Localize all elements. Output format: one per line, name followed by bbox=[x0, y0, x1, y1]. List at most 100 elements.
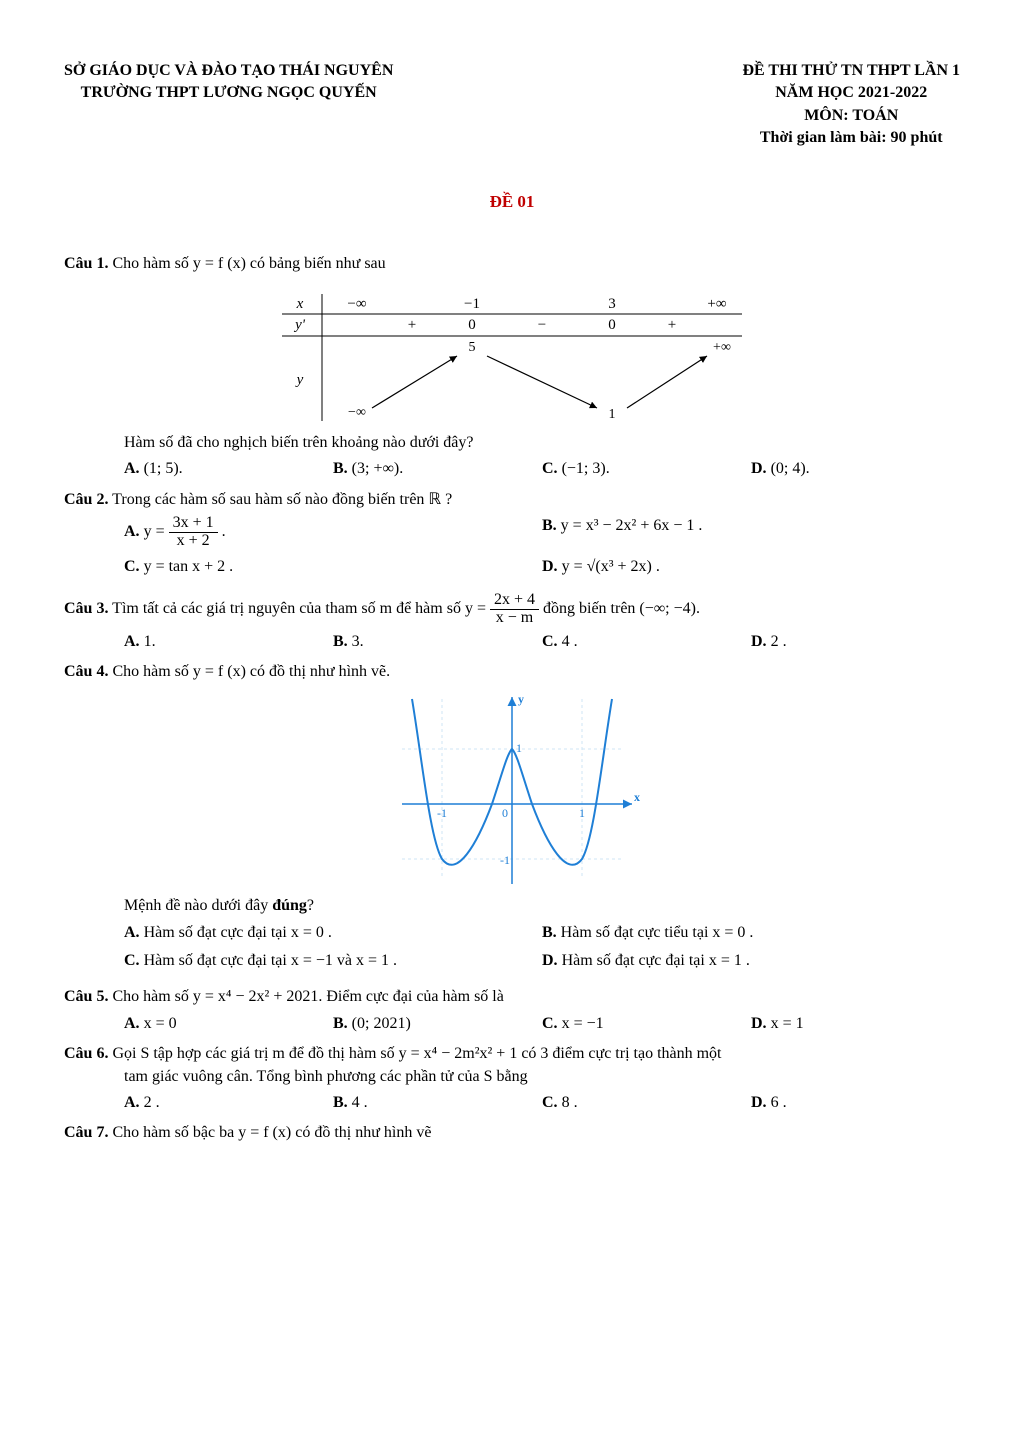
tbl-yp-label: y' bbox=[293, 317, 306, 333]
tbl-y-min: 1 bbox=[609, 407, 616, 422]
ytick-neg1: -1 bbox=[500, 853, 510, 867]
q7-label: Câu 7. bbox=[64, 1124, 108, 1141]
q1-label: Câu 1. bbox=[64, 255, 108, 272]
opt-label-d: D. bbox=[751, 1094, 767, 1111]
q5-opt-b: (0; 2021) bbox=[352, 1015, 411, 1032]
q6-label: Câu 6. bbox=[64, 1045, 108, 1062]
xtick-1: 1 bbox=[579, 806, 585, 820]
question-2: Câu 2. Trong các hàm số sau hàm số nào đ… bbox=[64, 489, 960, 584]
quartic-graph-svg: x y -1 0 1 -1 1 bbox=[382, 689, 642, 889]
q4-sub-post: ? bbox=[307, 897, 314, 914]
x-axis-label: x bbox=[634, 790, 640, 804]
q2-a-num: 3x + 1 bbox=[169, 515, 218, 533]
q4-sub-pre: Mệnh đề nào dưới đây bbox=[124, 897, 272, 914]
tbl-x-label: x bbox=[296, 296, 304, 312]
question-3: Câu 3. Tìm tất cả các giá trị nguyên của… bbox=[64, 592, 960, 653]
q1-opt-b: (3; +∞). bbox=[352, 460, 404, 477]
q2-opt-a-post: . bbox=[218, 523, 226, 540]
xtick-neg1: -1 bbox=[437, 806, 447, 820]
q6-opt-c: 8 . bbox=[562, 1094, 578, 1111]
tbl-x-0: −∞ bbox=[347, 296, 366, 312]
org-line-2: TRƯỜNG THPT LƯƠNG NGỌC QUYẾN bbox=[64, 82, 393, 104]
tbl-y-max: 5 bbox=[469, 340, 476, 355]
q2-opt-b: y = x³ − 2x² + 6x − 1 . bbox=[561, 517, 703, 534]
q4-sub-bold: đúng bbox=[272, 897, 307, 914]
q7-text: Cho hàm số bậc ba y = f (x) có đồ thị nh… bbox=[112, 1124, 431, 1141]
exam-line-4: Thời gian làm bài: 90 phút bbox=[742, 127, 960, 149]
document-header: SỞ GIÁO DỤC VÀ ĐÀO TẠO THÁI NGUYÊN TRƯỜN… bbox=[64, 60, 960, 150]
q3-opt-a: 1. bbox=[144, 633, 156, 650]
q5-opt-d: x = 1 bbox=[771, 1015, 804, 1032]
q3-text-pre: Tìm tất cả các giá trị nguyên của tham s… bbox=[112, 600, 490, 617]
tbl-y-end: +∞ bbox=[713, 340, 731, 355]
q4-text: Cho hàm số y = f (x) có đồ thị như hình … bbox=[112, 663, 390, 680]
exam-line-3: MÔN: TOÁN bbox=[742, 105, 960, 127]
opt-label-d: D. bbox=[751, 633, 767, 650]
q1-variation-table: x −∞ −1 3 +∞ y' + 0 − 0 + y −∞ 5 bbox=[64, 286, 960, 426]
exam-line-1: ĐỀ THI THỬ TN THPT LẦN 1 bbox=[742, 60, 960, 82]
opt-label-a: A. bbox=[124, 460, 140, 477]
tbl-yp-3: 0 bbox=[608, 317, 616, 333]
opt-label-b: B. bbox=[333, 460, 348, 477]
tbl-y-label: y bbox=[295, 372, 304, 388]
tbl-x-1: −1 bbox=[464, 296, 480, 312]
q4-opt-c: Hàm số đạt cực đại tại x = −1 và x = 1 . bbox=[144, 952, 397, 969]
q4-opt-a: Hàm số đạt cực đại tại x = 0 . bbox=[144, 924, 332, 941]
question-6: Câu 6. Gọi S tập hợp các giá trị m để đồ… bbox=[64, 1043, 960, 1114]
q5-opt-a: x = 0 bbox=[144, 1015, 177, 1032]
q6-opt-d: 6 . bbox=[771, 1094, 787, 1111]
tbl-x-3: +∞ bbox=[707, 296, 726, 312]
opt-label-c: C. bbox=[542, 1094, 558, 1111]
tbl-yp-4: + bbox=[668, 317, 676, 333]
tbl-x-2: 3 bbox=[608, 296, 616, 312]
question-1: Câu 1. Cho hàm số y = f (x) có bảng biến… bbox=[64, 253, 960, 480]
q4-opt-b: Hàm số đạt cực tiểu tại x = 0 . bbox=[561, 924, 754, 941]
opt-label-b: B. bbox=[333, 1094, 348, 1111]
opt-label-c: C. bbox=[542, 1015, 558, 1032]
q6-opt-a: 2 . bbox=[144, 1094, 160, 1111]
opt-label-b: B. bbox=[333, 1015, 348, 1032]
opt-label-c: C. bbox=[124, 558, 140, 575]
q2-text: Trong các hàm số sau hàm số nào đồng biế… bbox=[112, 491, 452, 508]
opt-label-c: C. bbox=[124, 952, 140, 969]
header-left: SỞ GIÁO DỤC VÀ ĐÀO TẠO THÁI NGUYÊN TRƯỜN… bbox=[64, 60, 393, 150]
exam-code: ĐỀ 01 bbox=[64, 190, 960, 214]
q6-text: Gọi S tập hợp các giá trị m để đồ thị hà… bbox=[112, 1045, 721, 1062]
q4-graph: x y -1 0 1 -1 1 bbox=[64, 689, 960, 889]
q3-opt-c: 4 . bbox=[562, 633, 578, 650]
q5-label: Câu 5. bbox=[64, 988, 108, 1005]
q1-opt-d: (0; 4). bbox=[771, 460, 810, 477]
q1-opt-c: (−1; 3). bbox=[562, 460, 610, 477]
opt-label-d: D. bbox=[542, 952, 558, 969]
header-right: ĐỀ THI THỬ TN THPT LẦN 1 NĂM HỌC 2021-20… bbox=[742, 60, 960, 150]
opt-label-b: B. bbox=[333, 633, 348, 650]
opt-label-a: A. bbox=[124, 1015, 140, 1032]
question-4: Câu 4. Cho hàm số y = f (x) có đồ thị nh… bbox=[64, 661, 960, 979]
q4-label: Câu 4. bbox=[64, 663, 108, 680]
opt-label-b: B. bbox=[542, 517, 557, 534]
opt-label-a: A. bbox=[124, 633, 140, 650]
question-7: Câu 7. Cho hàm số bậc ba y = f (x) có đồ… bbox=[64, 1122, 960, 1144]
q1-text: Cho hàm số y = f (x) có bảng biến như sa… bbox=[112, 255, 385, 272]
org-line-1: SỞ GIÁO DỤC VÀ ĐÀO TẠO THÁI NGUYÊN bbox=[64, 60, 393, 82]
q5-text: Cho hàm số y = x⁴ − 2x² + 2021. Điểm cực… bbox=[112, 988, 503, 1005]
q1-opt-a: (1; 5). bbox=[144, 460, 183, 477]
q3-den: x − m bbox=[490, 610, 539, 627]
q3-text-post: đồng biến trên (−∞; −4). bbox=[539, 600, 700, 617]
variation-table-svg: x −∞ −1 3 +∞ y' + 0 − 0 + y −∞ 5 bbox=[262, 286, 762, 426]
tbl-yp-0: + bbox=[408, 317, 416, 333]
opt-label-c: C. bbox=[542, 633, 558, 650]
q3-num: 2x + 4 bbox=[490, 592, 539, 610]
q3-opt-d: 2 . bbox=[771, 633, 787, 650]
ytick-1: 1 bbox=[516, 741, 522, 755]
tbl-yp-1: 0 bbox=[468, 317, 476, 333]
q3-opt-b: 3. bbox=[352, 633, 364, 650]
q6-opt-b: 4 . bbox=[352, 1094, 368, 1111]
q2-opt-a-pre: y = bbox=[144, 523, 169, 540]
exam-line-2: NĂM HỌC 2021-2022 bbox=[742, 82, 960, 104]
q1-sub: Hàm số đã cho nghịch biến trên khoảng nà… bbox=[124, 432, 960, 454]
opt-label-a: A. bbox=[124, 1094, 140, 1111]
q2-opt-d: y = √(x³ + 2x) . bbox=[562, 558, 660, 575]
q2-label: Câu 2. bbox=[64, 491, 108, 508]
q3-label: Câu 3. bbox=[64, 600, 108, 617]
